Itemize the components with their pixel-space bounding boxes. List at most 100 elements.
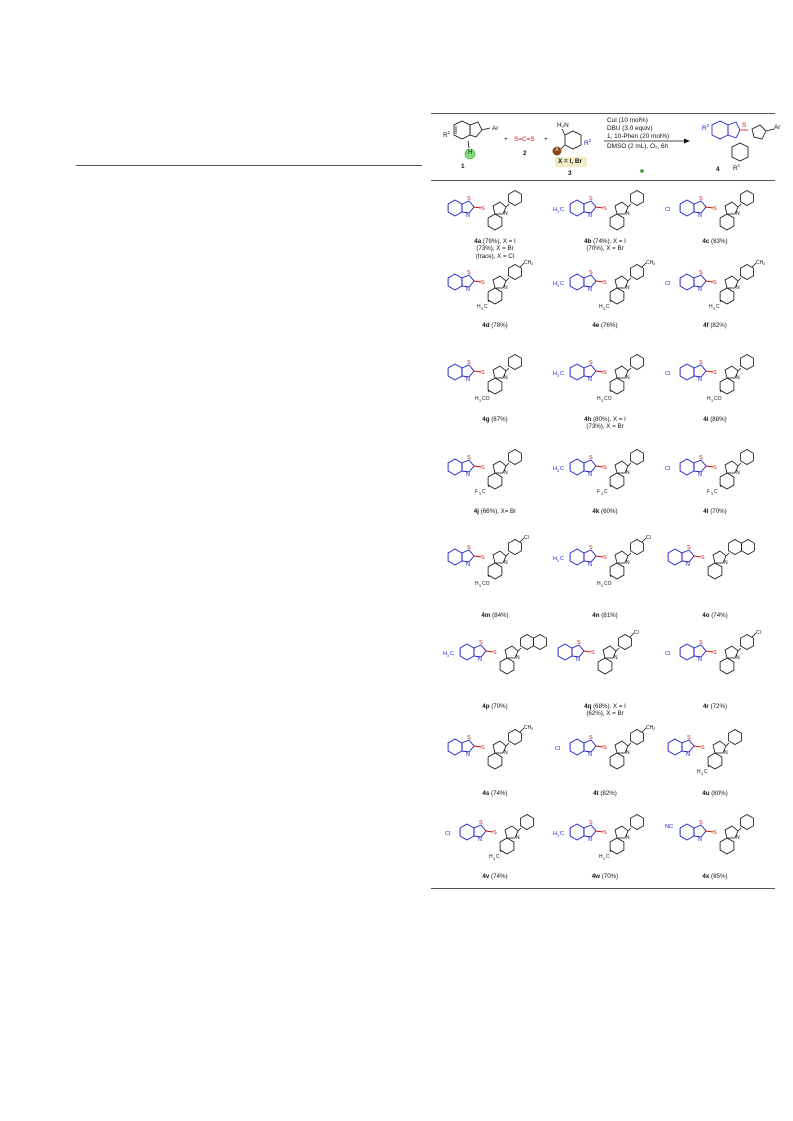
entry-caption-4p: 4p (70%) [440,703,550,710]
aryl-bond [737,827,742,832]
core-methoxy-co: CO [482,581,490,587]
yield-text: (74%), X = I [593,238,626,245]
s-bridge-bond [473,370,482,373]
imidazole-n-atom: N [626,375,630,381]
entry-caption-4i: 4i (88%) [660,416,770,423]
s-bridge-bond [583,650,592,653]
core-methoxy-sub: 3 [479,584,481,588]
compound-id: 4f [703,322,709,329]
benzo-methyl-label: H [553,207,557,213]
caption-line: (trace), X = Cl [440,253,550,260]
aryl-bond [505,462,510,467]
thiazole-ring [461,549,475,563]
imidazole-n-atom: N [724,750,728,756]
imidazole-ring [492,275,507,289]
thiazole-s-atom: S [467,270,471,276]
yield-text: (72%) [710,703,728,710]
entry-caption-4l: 4l (70%) [660,508,770,515]
condition-line: CuI (10 mol%) [607,117,648,124]
product-s-label: S [742,122,747,129]
benzo-ring [569,363,585,381]
aryl-ring [508,190,522,206]
caption-line: 4e (76%) [550,322,660,329]
entry-caption-4j: 4j (66%), X= Br [440,508,550,515]
scheme-plus-1: + [504,136,508,143]
benzo-methyl-sub: 3 [557,210,559,214]
core-methyl-label: H [477,304,481,310]
thiazole-s-atom: S [699,360,703,366]
bridge-s-atom: S [603,370,607,376]
molecule-4c: S N S N Cl [665,190,754,231]
imidazole-ring [614,275,629,289]
pyridine-ring [487,752,503,770]
aryl-methyl-sub: 3 [531,262,533,266]
benzo-ring [679,363,695,381]
core-sub-bond [487,389,490,393]
bridge-s-atom: S [713,465,717,471]
yield-text: (79%), X = I [482,238,516,245]
thiazole-s-atom: S [687,735,691,741]
bridge-s-atom: S [603,206,607,212]
core-methyl-c: C [606,304,610,310]
entry-caption-4h: 4h (80%), X = I (73%), X = Br [550,416,660,431]
aryl-bond [737,367,742,372]
caption-line: (62%), X = Br [550,710,660,717]
thiazole-ring [461,459,475,473]
core-methyl-label: H [599,304,603,310]
imidazole-ring [712,740,727,754]
product-r2-label: R2 [702,123,710,133]
core-cf3-c: C [604,489,608,495]
core-sub-bond [609,389,612,393]
s-bridge-bond [595,555,604,558]
yield-text: (78%) [491,322,508,329]
yield-text: (85%) [711,873,728,880]
thiazole-n-atom: N [478,837,482,843]
thiazole-n-atom: N [588,752,592,758]
entry-caption-4f: 4f (82%) [660,322,770,329]
bridge-s-atom: S [481,370,485,376]
core-methoxy-co: CO [482,396,490,402]
imidazole-n-atom: N [504,750,508,756]
core-cf3-sub: 3 [601,492,603,496]
benzo-methyl-label: H [553,466,557,472]
core-methoxy-sub: 3 [711,399,713,403]
caption-line: (70%), X = Br [550,245,660,252]
yield-text: (trace), X = Cl [475,252,515,260]
entry-caption-4e: 4e (76%) [550,322,660,329]
product-num-4: 4 [716,166,720,173]
core-sub-bond [499,849,502,853]
imidazole-n-atom: N [736,835,740,841]
s-bridge-bond [705,650,714,653]
imidazole-ring [492,740,507,754]
imidazole-ring [614,365,629,379]
bridge-s-atom: S [481,555,485,561]
benzo-ring [679,643,695,661]
benzo-chloro-label: Cl [555,746,560,752]
thiazole-ring [693,200,707,214]
aryl-bond [505,742,510,747]
benzo-ring [679,823,695,841]
core-sub-bond [609,299,612,303]
pyridine-ring [719,287,735,305]
thiazole-n-atom: N [698,837,702,843]
imidazole-ring [614,740,629,754]
bridge-s-atom: S [481,280,485,286]
bridge-s-atom: S [481,465,485,471]
core-sub-bond [719,299,722,303]
yield-text: (82%) [710,322,727,329]
molecule-4m: S N S N Cl H 3 CO [447,535,529,588]
caption-line: 4n (81%) [550,612,660,619]
aryl-ring [630,449,644,465]
imidazole-ring [614,825,629,839]
reaction-scheme [453,120,775,173]
imidazole-n-atom: N [626,750,630,756]
caption-line: 4k (60%) [550,508,660,515]
benzo-chloro-label: Cl [445,831,450,837]
scheme-r2-label: R2 [584,138,592,148]
imidazole-ring [724,825,739,839]
thiazole-n-atom: N [576,657,580,663]
compound-id: 4h [584,416,592,423]
core-sub-bond [487,299,490,303]
aryl-bond [627,367,632,372]
aryl-methyl-label: CH [756,260,764,266]
